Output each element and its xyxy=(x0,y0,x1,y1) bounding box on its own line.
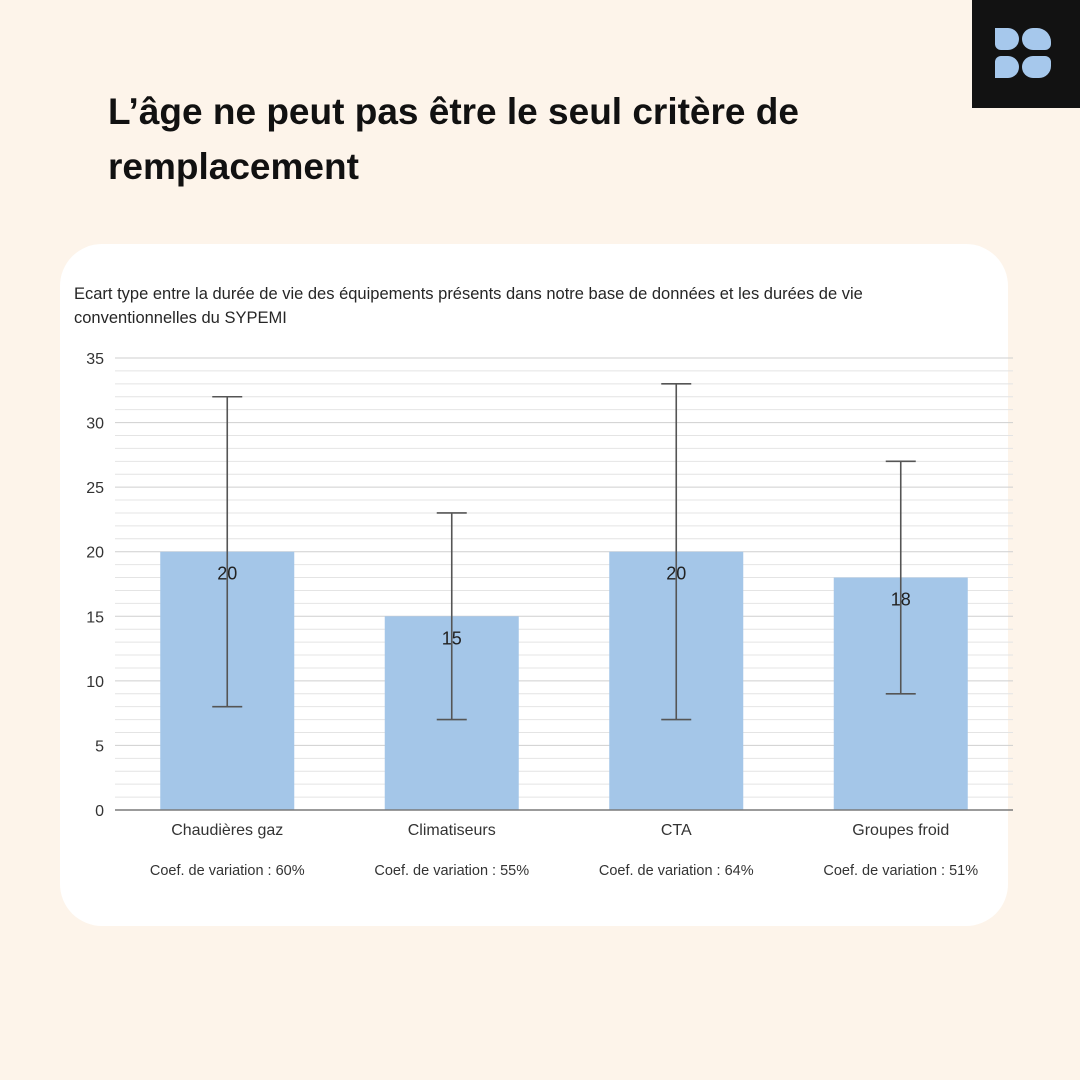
error-bar xyxy=(885,460,916,695)
four-petal-logo-icon xyxy=(995,28,1051,78)
y-tick-label: 20 xyxy=(86,545,104,562)
y-tick-label: 10 xyxy=(86,674,104,691)
logo-petal-top-right xyxy=(1022,28,1051,50)
logo-petal-bottom-right xyxy=(1022,56,1051,78)
variation-coefficient-label: Coef. de variation : 55% xyxy=(374,863,529,879)
y-tick-label: 15 xyxy=(86,609,104,626)
y-tick-label: 25 xyxy=(86,480,104,497)
x-category-label: Groupes froid xyxy=(852,822,949,839)
data-label: 20 xyxy=(666,564,686,584)
error-bar xyxy=(212,395,243,708)
logo-petal-top-left xyxy=(995,28,1019,50)
y-tick-label: 35 xyxy=(86,351,104,368)
x-category-label: Chaudières gaz xyxy=(171,822,283,839)
y-tick-label: 30 xyxy=(86,416,104,433)
data-label: 15 xyxy=(442,628,462,648)
logo xyxy=(972,0,1080,108)
variation-coefficient-label: Coef. de variation : 64% xyxy=(599,863,754,879)
error-bar xyxy=(436,512,467,721)
page-title: L’âge ne peut pas être le seul critère d… xyxy=(108,91,799,187)
data-label: 20 xyxy=(217,564,237,584)
variation-coefficient-label: Coef. de variation : 51% xyxy=(823,863,978,879)
data-label: 18 xyxy=(891,590,911,610)
variation-coefficient-label: Coef. de variation : 60% xyxy=(150,863,305,879)
y-tick-label: 5 xyxy=(95,738,104,755)
x-category-label: CTA xyxy=(661,822,692,839)
y-tick-label: 0 xyxy=(95,803,104,820)
x-category-label: Climatiseurs xyxy=(408,822,496,839)
chart-title: Ecart type entre la durée de vie des équ… xyxy=(74,285,863,327)
logo-petal-bottom-left xyxy=(995,56,1019,78)
error-bar xyxy=(661,383,692,721)
